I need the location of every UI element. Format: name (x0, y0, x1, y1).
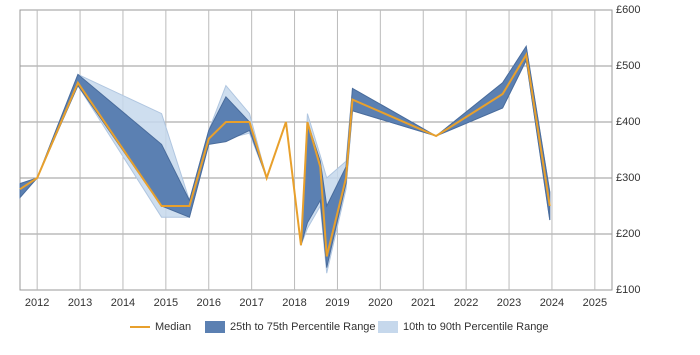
legend-label: Median (155, 321, 191, 333)
median-line (19, 51, 551, 257)
y-tick-label: £200 (616, 228, 640, 240)
x-tick-label: 2017 (239, 297, 263, 309)
x-tick-label: 2023 (497, 297, 521, 309)
y-tick-label: £600 (616, 4, 640, 16)
y-tick-label: £400 (616, 116, 640, 128)
x-tick-label: 2021 (411, 297, 435, 309)
legend-swatch (378, 321, 398, 333)
y-tick-label: £100 (616, 284, 640, 296)
x-tick-label: 2018 (282, 297, 306, 309)
y-tick-label: £500 (616, 60, 640, 72)
x-tick-label: 2025 (583, 297, 607, 309)
legend-label: 25th to 75th Percentile Range (230, 321, 376, 333)
x-tick-label: 2024 (540, 297, 564, 309)
x-tick-label: 2022 (454, 297, 478, 309)
legend-swatch (205, 321, 225, 333)
x-tick-label: 2019 (325, 297, 349, 309)
x-tick-label: 2020 (368, 297, 392, 309)
y-tick-label: £300 (616, 172, 640, 184)
x-tick-label: 2015 (154, 297, 178, 309)
legend-label: 10th to 90th Percentile Range (403, 321, 549, 333)
x-tick-label: 2012 (25, 297, 49, 309)
x-tick-label: 2014 (111, 297, 135, 309)
range-area (19, 45, 551, 268)
x-tick-label: 2013 (68, 297, 92, 309)
x-tick-label: 2016 (197, 297, 221, 309)
